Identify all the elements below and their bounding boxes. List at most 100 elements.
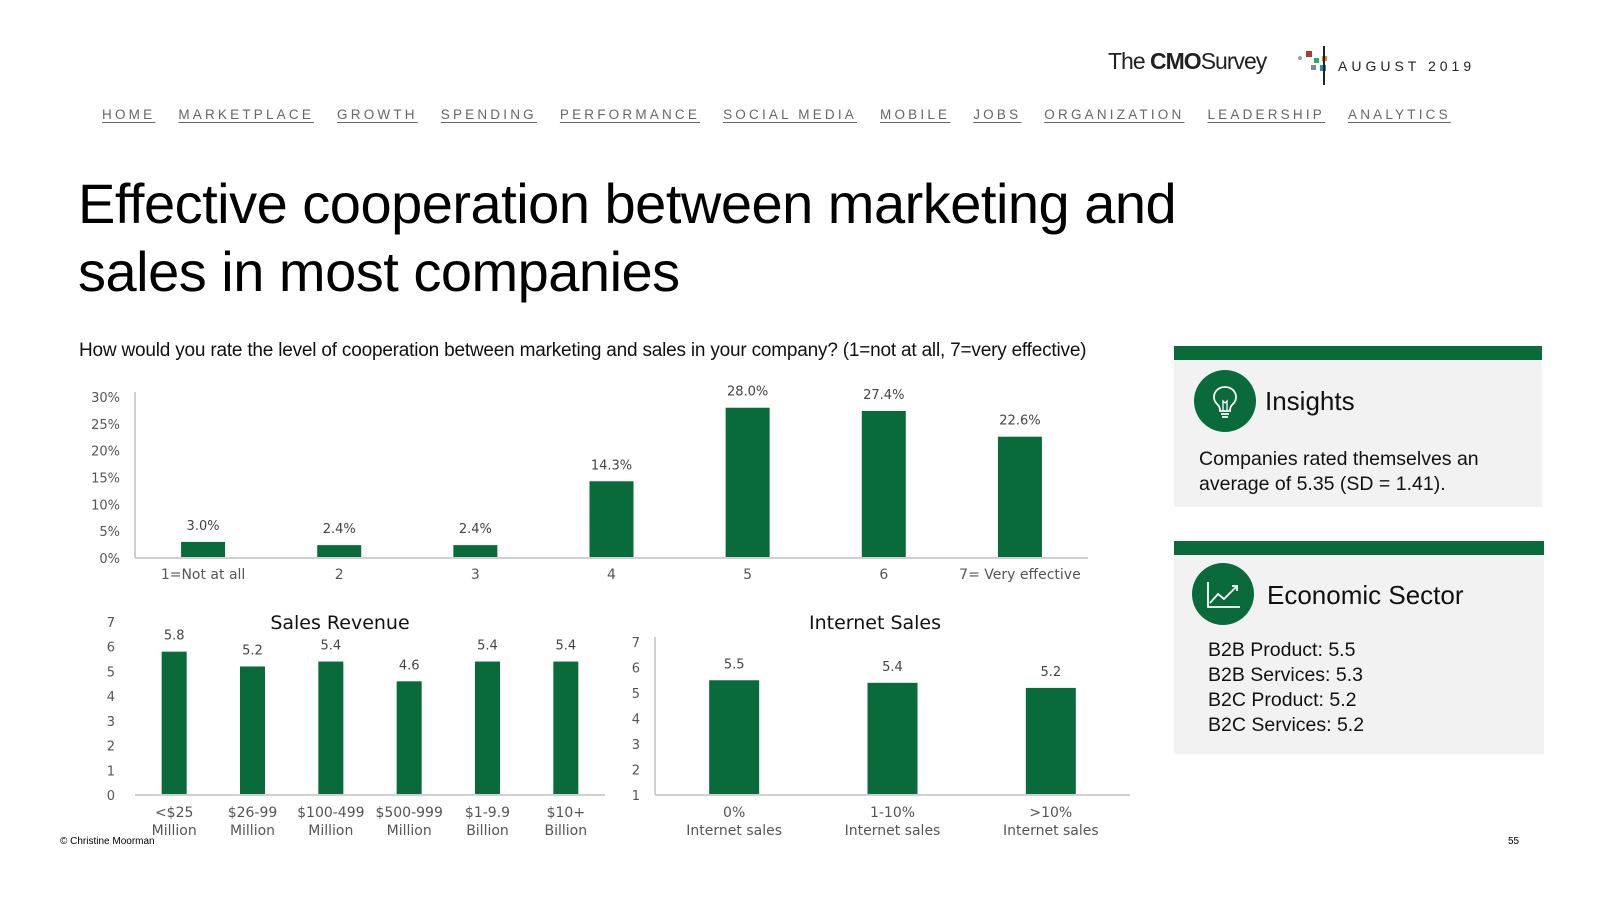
category-label: 6 — [879, 567, 888, 583]
data-label: 14.3% — [591, 458, 632, 473]
top-navigation: HOME MARKETPLACE GROWTH SPENDING PERFORM… — [102, 107, 1474, 122]
bar — [589, 481, 634, 557]
category-label: $100-499 — [297, 805, 364, 821]
data-label: 5.2 — [1040, 665, 1061, 680]
category-label: $1-9.9 — [465, 805, 510, 821]
bar — [317, 545, 362, 557]
category-label: Billion — [466, 823, 509, 839]
bar — [396, 681, 422, 794]
y-tick-label: 2 — [107, 740, 115, 755]
y-tick-label: 0% — [99, 552, 120, 567]
bar — [318, 661, 344, 794]
logo-suffix: Survey — [1200, 48, 1268, 74]
logo-dot — [1306, 51, 1312, 57]
category-label: 3 — [471, 567, 480, 583]
bar — [453, 545, 498, 557]
header-divider — [1323, 46, 1325, 85]
insights-panel: Insights Companies rated themselves an a… — [1174, 346, 1542, 507]
copyright: © Christine Moorman — [60, 836, 155, 847]
data-label: 28.0% — [727, 385, 768, 400]
logo-prefix: The — [1108, 48, 1146, 74]
page-number: 55 — [1508, 836, 1520, 847]
data-label: 2.4% — [459, 522, 492, 537]
data-label: 5.4 — [477, 639, 498, 654]
y-tick-label: 3 — [632, 738, 640, 753]
y-tick-label: 4 — [107, 690, 115, 705]
bar — [725, 407, 770, 557]
y-tick-label: 1 — [632, 789, 640, 804]
sector-line-b2c-services: B2C Services: 5.2 — [1208, 714, 1365, 736]
category-label: 1-10% — [870, 805, 915, 821]
y-tick-label: 1 — [107, 764, 115, 779]
category-label: Billion — [545, 823, 588, 839]
nav-performance[interactable]: PERFORMANCE — [559, 107, 701, 122]
bar — [181, 541, 226, 557]
data-label: 5.4 — [320, 639, 341, 654]
sector-line-b2b-services: B2B Services: 5.3 — [1208, 664, 1363, 686]
category-label: Internet sales — [1003, 823, 1099, 839]
data-label: 5.4 — [882, 660, 903, 675]
report-date: AUGUST 2019 — [1338, 58, 1476, 74]
cmo-survey-logo: The CMOSurvey — [1108, 48, 1343, 86]
data-label: 27.4% — [863, 388, 904, 403]
page-title: Effective cooperation between marketing … — [78, 172, 1177, 303]
category-label: $26-99 — [228, 805, 278, 821]
y-tick-label: 7 — [107, 616, 115, 631]
y-tick-label: 2 — [632, 764, 640, 779]
logo-dot — [1311, 65, 1316, 70]
nav-social-media[interactable]: SOCIAL MEDIA — [723, 107, 858, 122]
nav-marketplace[interactable]: MARKETPLACE — [178, 107, 315, 122]
category-label: <$25 — [155, 805, 193, 821]
sector-panel-bar — [1174, 541, 1544, 555]
category-label: Million — [308, 823, 353, 839]
sector-title: Economic Sector — [1267, 580, 1464, 610]
nav-organization[interactable]: ORGANIZATION — [1044, 107, 1185, 122]
bar — [161, 651, 187, 794]
nav-mobile[interactable]: MOBILE — [880, 107, 951, 122]
insights-panel-bar — [1174, 346, 1542, 360]
category-label: 1=Not at all — [161, 567, 246, 583]
insights-title: Insights — [1265, 386, 1355, 416]
y-tick-label: 6 — [632, 662, 640, 677]
insights-body: Companies rated themselves an average of… — [1199, 448, 1479, 495]
sector-lines: B2B Product: 5.5 B2B Services: 5.3 B2C P… — [1208, 638, 1508, 738]
category-label: Internet sales — [845, 823, 941, 839]
y-tick-label: 6 — [107, 641, 115, 656]
lightbulb-icon — [1194, 370, 1256, 432]
y-tick-label: 5% — [99, 525, 120, 540]
nav-growth[interactable]: GROWTH — [337, 107, 418, 122]
line-chart-icon — [1192, 563, 1254, 625]
y-tick-label: 15% — [91, 472, 120, 487]
logo-dot — [1298, 56, 1302, 60]
nav-jobs[interactable]: JOBS — [973, 107, 1022, 122]
bar — [475, 661, 500, 794]
bar — [861, 410, 906, 557]
y-tick-label: 10% — [91, 498, 120, 513]
bar — [1025, 687, 1076, 794]
category-label: Million — [387, 823, 432, 839]
category-label: 7= Very effective — [959, 567, 1081, 583]
chart-title: Internet Sales — [809, 612, 941, 634]
category-label: $500-999 — [375, 805, 442, 821]
data-label: 4.6 — [399, 658, 420, 673]
nav-analytics[interactable]: ANALYTICS — [1347, 107, 1451, 122]
data-label: 2.4% — [323, 522, 356, 537]
y-tick-label: 25% — [91, 418, 120, 433]
nav-leadership[interactable]: LEADERSHIP — [1207, 107, 1325, 122]
y-tick-label: 30% — [91, 391, 120, 406]
nav-spending[interactable]: SPENDING — [440, 107, 537, 122]
category-label: 5 — [743, 567, 752, 583]
data-label: 22.6% — [999, 414, 1040, 429]
sector-line-b2c-product: B2C Product: 5.2 — [1208, 689, 1357, 711]
category-label: $10+ — [547, 805, 585, 821]
y-tick-label: 7 — [632, 636, 640, 651]
data-label: 5.4 — [555, 639, 576, 654]
y-tick-label: 4 — [632, 713, 640, 728]
y-tick-label: 20% — [91, 445, 120, 460]
y-tick-label: 3 — [107, 715, 115, 730]
bar — [997, 436, 1042, 557]
logo-bold: CMO — [1150, 48, 1202, 74]
logo-dots-icon — [1298, 51, 1327, 71]
survey-question: How would you rate the level of cooperat… — [79, 340, 1087, 361]
nav-home[interactable]: HOME — [102, 107, 156, 122]
